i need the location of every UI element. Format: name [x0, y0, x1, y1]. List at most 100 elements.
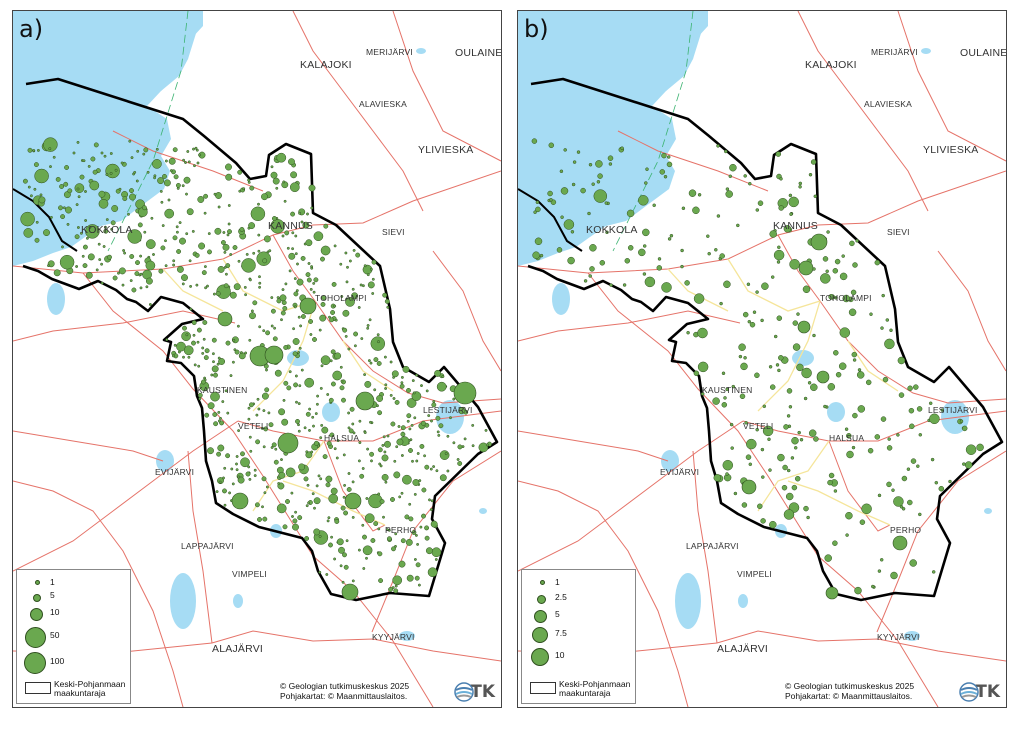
- symbol: [389, 360, 393, 364]
- symbol: [556, 247, 563, 253]
- symbol: [327, 516, 331, 520]
- symbol: [384, 387, 388, 390]
- symbol: [255, 413, 259, 417]
- symbol: [127, 212, 130, 216]
- symbol: [857, 368, 862, 372]
- symbol: [394, 399, 400, 405]
- symbol: [885, 318, 890, 322]
- symbol: [790, 456, 795, 460]
- symbol: [399, 383, 405, 389]
- symbol: [406, 413, 412, 419]
- symbol: [305, 411, 311, 417]
- symbol: [175, 182, 181, 188]
- symbol: [799, 437, 804, 442]
- symbol: [373, 357, 379, 363]
- symbol: [747, 319, 752, 324]
- symbol: [100, 151, 104, 155]
- symbol: [572, 160, 577, 164]
- symbol: [781, 484, 788, 491]
- symbol: [305, 450, 309, 454]
- symbol: [283, 345, 289, 350]
- symbol: [938, 485, 945, 492]
- symbol: [59, 254, 75, 270]
- symbol: [265, 330, 271, 336]
- symbol: [227, 204, 231, 207]
- symbol: [133, 170, 137, 174]
- symbol: [416, 452, 420, 455]
- symbol: [345, 280, 349, 284]
- symbol: [909, 423, 915, 430]
- symbol: [303, 426, 307, 430]
- symbol: [217, 205, 221, 209]
- symbol: [854, 586, 862, 595]
- symbol: [371, 259, 377, 265]
- symbol: [785, 492, 794, 501]
- symbol: [271, 442, 277, 448]
- symbol: [420, 420, 426, 426]
- symbol: [783, 509, 795, 520]
- symbol: [276, 503, 287, 514]
- symbol: [725, 472, 729, 476]
- symbol: [930, 457, 935, 462]
- symbol: [822, 256, 829, 262]
- symbol: [423, 454, 427, 458]
- symbol: [58, 205, 63, 211]
- town-label: YLIVIESKA: [418, 144, 474, 156]
- town-label: ALAVIESKA: [359, 99, 407, 109]
- symbol: [869, 312, 873, 316]
- town-label: HALSUA: [829, 433, 865, 443]
- symbol: [425, 547, 433, 555]
- symbol: [801, 367, 812, 379]
- symbol: [268, 422, 274, 428]
- symbol: [788, 405, 793, 409]
- symbol: [223, 265, 227, 269]
- symbol: [661, 152, 667, 159]
- symbol: [207, 402, 215, 410]
- symbol: [768, 365, 773, 369]
- symbol: [388, 586, 394, 592]
- symbol: [239, 351, 243, 355]
- symbol: [457, 461, 463, 466]
- symbol: [406, 398, 417, 408]
- symbol: [290, 171, 298, 179]
- symbol: [222, 243, 230, 251]
- symbol: [145, 277, 153, 285]
- town-label: EVIJÄRVI: [155, 467, 195, 477]
- symbol: [825, 586, 839, 600]
- symbol: [65, 206, 72, 214]
- symbol: [359, 473, 365, 479]
- symbol: [424, 535, 430, 541]
- symbol: [851, 351, 858, 358]
- symbol: [250, 309, 254, 313]
- symbol: [62, 206, 66, 210]
- symbol: [548, 142, 555, 149]
- symbol: [859, 519, 866, 525]
- symbol: [188, 259, 192, 263]
- symbol: [282, 305, 288, 311]
- town-label: ALAVIESKA: [864, 99, 912, 109]
- symbol: [377, 447, 383, 453]
- symbol: [392, 397, 396, 400]
- symbol: [850, 289, 857, 296]
- symbol: [197, 196, 205, 203]
- symbol: [235, 468, 239, 472]
- symbol: [75, 265, 79, 268]
- symbol: [432, 465, 436, 469]
- symbol: [197, 364, 201, 368]
- symbol: [213, 192, 217, 196]
- symbol: [305, 272, 311, 278]
- symbol: [320, 301, 326, 307]
- symbol: [343, 564, 349, 570]
- symbol: [897, 356, 906, 365]
- symbol: [313, 506, 316, 510]
- symbol: [412, 391, 416, 395]
- town-label: KYYJÄRVI: [372, 632, 415, 642]
- symbol: [244, 351, 248, 355]
- symbol: [306, 483, 310, 487]
- symbol: [257, 202, 260, 206]
- symbol: [918, 512, 922, 517]
- symbol: [844, 427, 849, 431]
- symbol: [270, 296, 274, 300]
- symbol: [794, 475, 801, 482]
- symbol: [295, 418, 300, 424]
